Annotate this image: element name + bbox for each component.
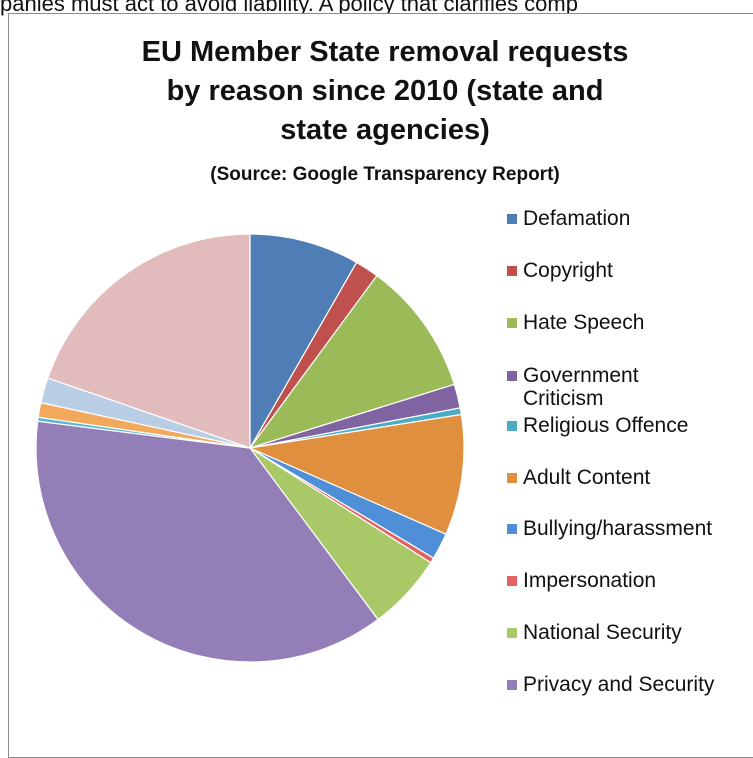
chart-frame: EU Member State removal requests by reas… bbox=[8, 13, 753, 758]
legend-label-national-security: National Security bbox=[523, 621, 682, 644]
chart-title-line-3: state agencies) bbox=[280, 114, 490, 146]
chart-title-line-2: by reason since 2010 (state and bbox=[166, 75, 604, 107]
legend-label-adult-content: Adult Content bbox=[523, 466, 651, 489]
legend-label-government-criticism: Government Criticism bbox=[523, 364, 639, 410]
pie-slice-adult-content bbox=[247, 413, 465, 536]
legend-swatch-bullying-harassment bbox=[507, 524, 517, 534]
pie-slice-privacy-and-security bbox=[35, 420, 379, 663]
legend-swatch-hate-speech bbox=[507, 318, 517, 328]
legend-label-bullying-harassment: Bullying/harassment bbox=[523, 517, 713, 540]
legend-label-hate-speech: Hate Speech bbox=[523, 311, 645, 334]
chart-title: EU Member State removal requests by reas… bbox=[9, 33, 753, 150]
legend-label-defamation: Defamation bbox=[523, 207, 631, 230]
legend-swatch-copyright bbox=[507, 266, 517, 276]
pie-slice-unlabeled-13 bbox=[46, 233, 251, 449]
cropped-article-text: panies must act to avoid liability. A po… bbox=[0, 0, 578, 16]
chart-subtitle: (Source: Google Transparency Report) bbox=[210, 164, 560, 185]
legend-swatch-defamation bbox=[507, 214, 517, 224]
chart-title-line-1: EU Member State removal requests bbox=[141, 36, 629, 68]
legend-swatch-impersonation bbox=[507, 576, 517, 586]
pie-slice-hate-speech bbox=[248, 274, 456, 450]
legend-label-religious-offence: Religious Offence bbox=[523, 414, 689, 437]
legend-swatch-government-criticism bbox=[507, 371, 517, 381]
legend-label-impersonation: Impersonation bbox=[523, 569, 657, 592]
pie-slice-defamation bbox=[249, 233, 358, 451]
legend-swatch-national-security bbox=[507, 628, 517, 638]
pie-chart bbox=[35, 233, 465, 663]
legend-swatch-privacy-and-security bbox=[507, 680, 517, 690]
legend-label-copyright: Copyright bbox=[523, 259, 613, 282]
legend-swatch-religious-offence bbox=[507, 421, 517, 431]
legend-swatch-adult-content bbox=[507, 473, 517, 483]
legend-label-privacy-and-security: Privacy and Security bbox=[523, 673, 715, 696]
